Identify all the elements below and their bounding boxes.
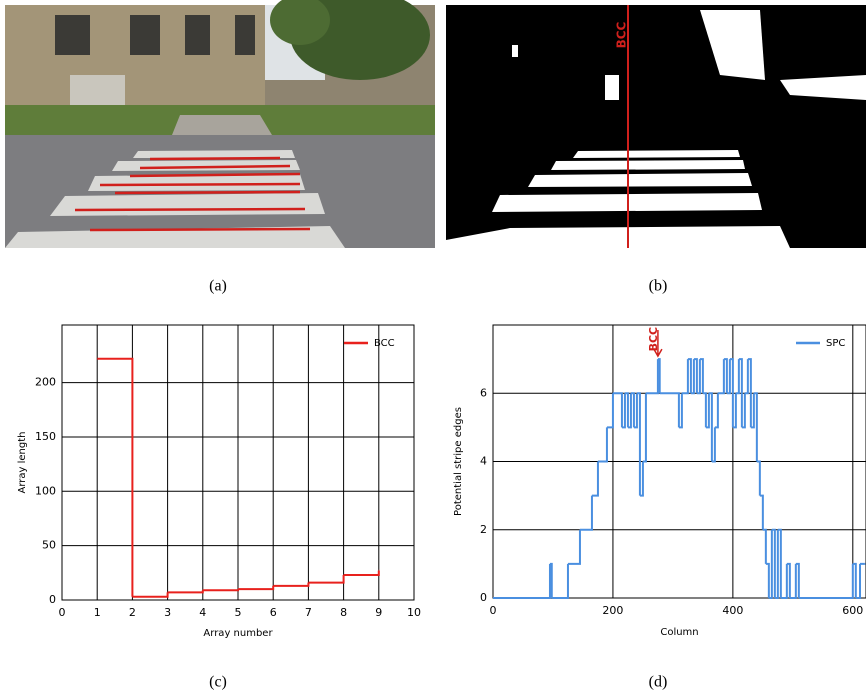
x-tick-label: 9 [375,606,382,619]
y-tick-label: 6 [480,386,487,399]
y-tick-label: 200 [35,376,56,389]
image-label: BCC [615,21,629,48]
y-tick-label: 4 [480,455,487,468]
x-tick-label: 0 [490,604,497,617]
caption: (c) [209,674,227,691]
x-tick-label: 8 [340,606,347,619]
x-tick-label: 6 [270,606,277,619]
x-tick-label: 10 [407,606,421,619]
x-tick-label: 400 [722,604,743,617]
y-tick-label: 100 [35,484,56,497]
y-tick-label: 0 [49,593,56,606]
y-tick-label: 50 [42,539,56,552]
x-tick-label: 2 [129,606,136,619]
x-tick-label: 5 [235,606,242,619]
legend-label: BCC [374,338,395,349]
x-tick-label: 600 [842,604,863,617]
caption: (a) [209,278,227,295]
x-tick-label: 3 [164,606,171,619]
y-tick-label: 150 [35,430,56,443]
x-axis-label: Array number [203,628,273,639]
page: BCC (a) (b) (c) (d) 01234567891005010015… [0,0,866,699]
y-tick-label: 2 [480,523,487,536]
y-axis-label: Array length [17,432,28,494]
y-axis-label: Potential stripe edges [453,407,464,516]
caption: (d) [649,674,668,691]
figure: BCC (a) (b) (c) (d) 01234567891005010015… [0,0,866,695]
photo [5,0,435,248]
x-tick-label: 0 [59,606,66,619]
x-axis-label: Column [660,627,698,638]
legend-label: SPC [826,338,845,349]
x-tick-label: 1 [94,606,101,619]
x-tick-label: 4 [199,606,206,619]
step-segment [203,589,238,590]
y-tick-label: 0 [480,591,487,604]
caption: (b) [649,278,668,295]
x-tick-label: 7 [305,606,312,619]
binary-image: BCC [446,5,866,248]
x-tick-label: 200 [602,604,623,617]
